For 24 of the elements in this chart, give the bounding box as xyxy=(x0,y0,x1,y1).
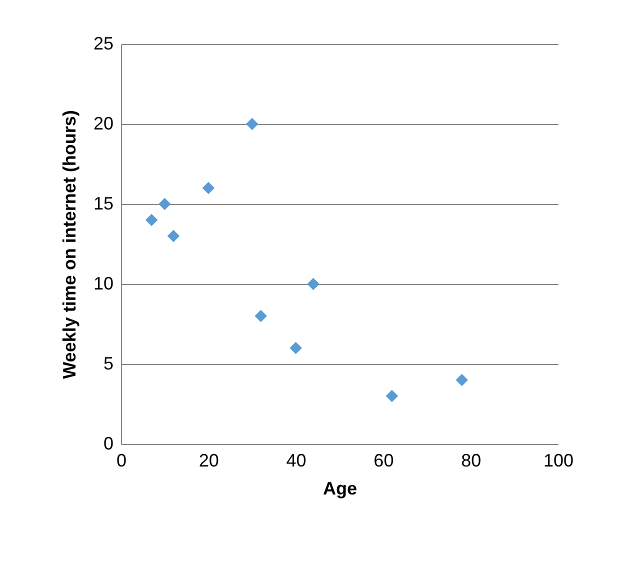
point xyxy=(386,390,398,402)
point xyxy=(145,214,158,226)
x-tick-label: 80 xyxy=(461,450,482,470)
point xyxy=(167,230,180,242)
y-tick-label: 25 xyxy=(93,34,114,54)
y-tick-label: 10 xyxy=(93,274,114,294)
point xyxy=(290,342,302,354)
y-tick-label: 15 xyxy=(93,194,114,214)
x-tick-label: 100 xyxy=(543,450,574,470)
y-tick-label: 0 xyxy=(103,434,114,454)
point xyxy=(307,278,320,290)
x-tick-label: 0 xyxy=(116,450,127,470)
x-tick-label: 20 xyxy=(198,450,219,470)
y-tick-label: 5 xyxy=(103,354,114,374)
y-tick-label: 20 xyxy=(93,114,114,134)
point xyxy=(202,182,215,194)
point xyxy=(456,374,468,386)
x-axis-title: Age xyxy=(322,478,358,498)
y-axis-title: Weekly time on internet (hours) xyxy=(59,110,80,379)
x-tick-label: 60 xyxy=(374,450,394,470)
x-tick-label: 40 xyxy=(286,450,306,470)
point xyxy=(246,118,258,130)
point xyxy=(254,310,267,322)
point xyxy=(158,198,171,210)
